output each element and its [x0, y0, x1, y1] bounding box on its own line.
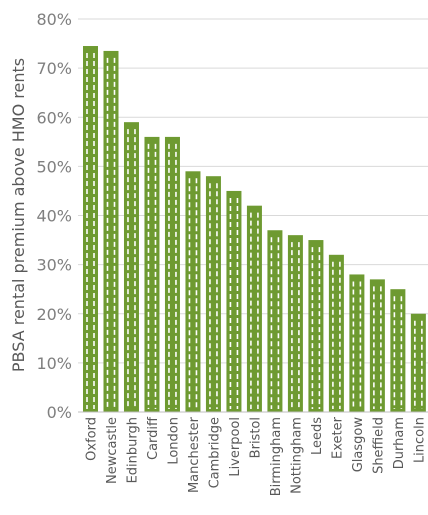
- bar: [144, 136, 160, 412]
- bar: [369, 279, 385, 412]
- x-tick-label: Edinburgh: [125, 417, 140, 483]
- x-tick-label: Nottingham: [289, 417, 304, 494]
- bar: [246, 205, 262, 412]
- x-tick-label: Sheffield: [371, 417, 386, 474]
- x-tick-label: Durham: [392, 417, 407, 469]
- bar: [308, 240, 324, 412]
- x-tick-label: Exeter: [330, 416, 345, 459]
- y-tick-label: 10%: [36, 354, 72, 373]
- y-axis-ticks: 0% 10% 20% 30% 40% 50% 60% 70% 80%: [36, 10, 72, 422]
- x-tick-label: London: [166, 417, 181, 465]
- bars: [83, 46, 426, 413]
- bar: [267, 230, 283, 412]
- bar: [226, 190, 242, 412]
- x-tick-label: Leeds: [310, 417, 325, 455]
- y-tick-label: 40%: [36, 207, 72, 226]
- y-tick-label: 0%: [47, 403, 72, 422]
- y-axis-label: PBSA rental premium above HMO rents: [9, 58, 28, 372]
- bar: [205, 176, 221, 412]
- bar: [328, 254, 344, 412]
- y-tick-label: 70%: [36, 59, 72, 78]
- y-tick-label: 50%: [36, 157, 72, 176]
- bar: [164, 136, 180, 412]
- bar: [349, 274, 365, 412]
- x-tick-label: Cardiff: [146, 416, 161, 460]
- x-tick-label: Oxford: [85, 417, 100, 461]
- bar: [185, 171, 201, 412]
- bar: [287, 235, 303, 412]
- x-tick-label: Liverpool: [228, 417, 243, 477]
- x-tick-label: Birmingham: [269, 417, 284, 496]
- x-tick-label: Lincoln: [412, 417, 427, 463]
- x-tick-label: Manchester: [187, 416, 202, 493]
- y-tick-label: 20%: [36, 305, 72, 324]
- y-tick-label: 30%: [36, 256, 72, 275]
- y-tick-label: 60%: [36, 108, 72, 127]
- bar: [390, 289, 406, 412]
- x-tick-label: Bristol: [248, 417, 263, 458]
- x-axis-labels: Oxford Newcastle Edinburgh Cardiff London Man…: [85, 416, 428, 496]
- x-tick-label: Glasgow: [351, 417, 366, 473]
- bar: [83, 46, 98, 413]
- bar: [103, 50, 119, 413]
- x-tick-label: Cambridge: [207, 417, 222, 488]
- y-tick-label: 80%: [36, 10, 72, 29]
- bar: [410, 313, 426, 412]
- bar: [123, 122, 139, 412]
- x-tick-label: Newcastle: [105, 417, 120, 484]
